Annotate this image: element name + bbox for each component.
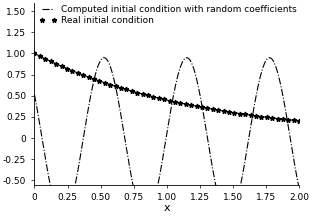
Real initial condition (254, 114, 258, 117)
Real initial condition (135, 91, 139, 94)
Computed initial condition with random coefficients (214, 187, 218, 189)
Real initial condition (81, 74, 85, 76)
Computed initial condition with random coefficients (149, 210, 153, 212)
Real initial condition (265, 116, 269, 119)
Real initial condition (119, 87, 123, 89)
Real initial condition (189, 104, 193, 106)
Real initial condition (276, 117, 280, 120)
Real initial condition (124, 88, 128, 91)
Real initial condition (108, 83, 112, 86)
Real initial condition (286, 119, 290, 121)
Line: Real initial condition: Real initial condition (32, 51, 302, 123)
Real initial condition (49, 60, 52, 63)
Real initial condition (200, 106, 204, 109)
Real initial condition (195, 105, 198, 108)
Real initial condition (270, 117, 274, 119)
Line: Computed initial condition with random coefficients: Computed initial condition with random c… (35, 58, 299, 216)
Computed initial condition with random coefficients (140, 214, 144, 216)
Computed initial condition with random coefficients (297, 187, 301, 190)
Real initial condition (297, 120, 301, 122)
Real initial condition (243, 113, 247, 116)
Real initial condition (168, 99, 171, 102)
Real initial condition (184, 103, 188, 105)
Legend: Computed initial condition with random coefficients, Real initial condition: Computed initial condition with random c… (37, 4, 298, 27)
Real initial condition (238, 112, 242, 115)
Real initial condition (54, 63, 58, 65)
Real initial condition (232, 111, 236, 114)
Real initial condition (151, 95, 155, 98)
Real initial condition (173, 101, 177, 103)
Real initial condition (71, 70, 74, 72)
Real initial condition (292, 119, 296, 122)
Computed initial condition with random coefficients (244, 154, 248, 157)
Real initial condition (260, 115, 263, 118)
Computed initial condition with random coefficients (33, 93, 37, 96)
Real initial condition (130, 90, 134, 92)
Real initial condition (76, 72, 80, 74)
Real initial condition (222, 110, 226, 112)
Real initial condition (141, 93, 144, 95)
Real initial condition (146, 94, 150, 97)
Real initial condition (227, 111, 231, 113)
Real initial condition (103, 81, 107, 84)
Real initial condition (33, 52, 37, 55)
Real initial condition (114, 85, 117, 87)
Real initial condition (60, 65, 63, 68)
Real initial condition (206, 107, 209, 110)
Real initial condition (87, 76, 90, 78)
Real initial condition (281, 118, 285, 121)
Real initial condition (38, 55, 42, 57)
Real initial condition (178, 102, 182, 104)
Real initial condition (157, 97, 161, 99)
Real initial condition (249, 114, 252, 116)
Real initial condition (65, 67, 69, 70)
Real initial condition (211, 108, 215, 111)
Real initial condition (92, 78, 96, 80)
Real initial condition (43, 57, 47, 60)
Computed initial condition with random coefficients (268, 56, 271, 59)
Real initial condition (216, 109, 220, 111)
Computed initial condition with random coefficients (239, 181, 243, 183)
Real initial condition (162, 98, 166, 101)
X-axis label: x: x (163, 203, 170, 213)
Real initial condition (97, 79, 101, 82)
